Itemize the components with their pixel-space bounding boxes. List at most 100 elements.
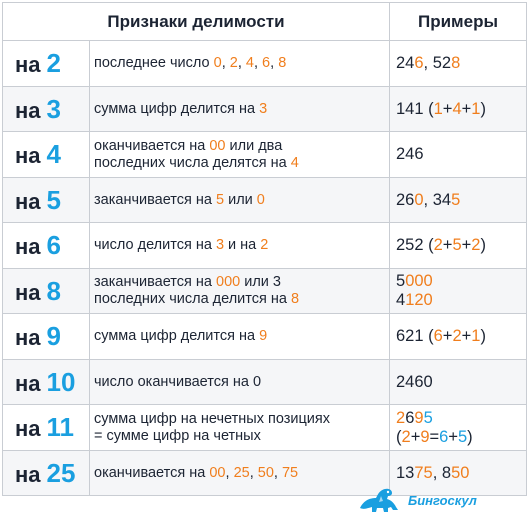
prefix-label: на (15, 143, 41, 168)
divisor-number: 4 (46, 139, 61, 169)
plain-text: оканчивается на (94, 464, 210, 481)
highlight-text: 6 (414, 54, 424, 72)
example-cell: 252 (2+5+2) (389, 222, 527, 269)
divisor-number: 11 (46, 412, 75, 442)
plain-text: и на (224, 237, 261, 253)
plain-text: 24 (396, 54, 415, 72)
highlight-text: 9 (259, 328, 268, 344)
highlight-text: 000 (405, 272, 433, 290)
table-row: на 4 оканчивается на 00 или два последних ч… (2, 131, 527, 178)
highlight-blue-text: 5 (423, 408, 433, 427)
plain-text: последних числа делится на (94, 291, 291, 307)
plain-text: 621 ( (396, 327, 434, 345)
highlight-text: 4 (290, 154, 299, 171)
divisor-number: 25 (46, 457, 76, 488)
divisor-number: 10 (46, 366, 76, 397)
examples-header: Примеры (389, 2, 527, 41)
highlight-text: 9 (414, 408, 424, 427)
highlight-text: 50 (451, 463, 470, 482)
table-header-row: Признаки делимости Примеры (2, 2, 527, 41)
highlight-text: 00 (209, 464, 226, 481)
highlight-text: 2 (260, 237, 269, 253)
divisor-number: 8 (46, 275, 61, 306)
highlight-text: 000 (216, 274, 241, 290)
plain-text: + (461, 236, 472, 254)
plain-text: , (237, 55, 246, 71)
plain-text: , (273, 464, 282, 481)
example-cell: 621 (6+2+1) (389, 313, 527, 360)
plain-text: ) (480, 327, 486, 345)
highlight-text: 5 (451, 190, 461, 209)
plain-text: число оканчивается на 0 (94, 373, 262, 390)
example-cell: 2695 (2+9=6+5) (389, 404, 527, 451)
logo: Бингоскул (354, 486, 477, 514)
example-cell: 246, 528 (389, 40, 527, 87)
rule-cell: число оканчивается на 0 (89, 359, 390, 405)
highlight-text: 75 (281, 464, 299, 481)
highlight-text: 2 (229, 55, 238, 71)
example-cell: 260, 345 (389, 177, 527, 223)
plain-text: сумма цифр на нечетных позициях (94, 410, 330, 427)
prefix-label: на (15, 188, 41, 214)
plain-text: 5 (396, 272, 406, 290)
plain-text: заканчивается на (94, 191, 216, 208)
highlight-text: 4 (245, 55, 254, 71)
plain-text: , (249, 464, 258, 481)
plain-text: или два (225, 137, 283, 154)
plain-text: последнее число (94, 55, 214, 71)
plain-text: + (442, 327, 453, 345)
highlight-text: 6 (433, 327, 443, 345)
plain-text: , (225, 464, 234, 481)
highlight-text: 5 (216, 191, 225, 208)
divisor-cell: на 8 (2, 268, 90, 314)
plain-text: 13 (396, 463, 415, 482)
plain-text: , (253, 55, 263, 71)
divisor-cell: на 25 (2, 450, 90, 496)
plain-text: ) (480, 236, 486, 254)
plain-text: ) (467, 427, 473, 446)
rule-cell: оканчивается на 00 или два последних числ… (89, 131, 390, 178)
plain-text: 252 ( (396, 236, 434, 254)
plain-text: сумма цифр делится на (94, 328, 260, 344)
plain-text: + (442, 99, 453, 118)
highlight-text: 4 (452, 99, 462, 118)
highlight-text: 50 (257, 464, 274, 481)
example-cell: 2460 (389, 359, 527, 405)
prefix-label: на (15, 325, 41, 350)
plain-text: заканчивается на (94, 274, 216, 290)
plain-text: последних числа делятся на (94, 154, 291, 171)
highlight-text: 75 (414, 463, 433, 482)
divisor-cell: на 4 (2, 131, 90, 178)
example-cell: 1375, 850 (389, 450, 527, 496)
plain-text: + (461, 99, 472, 118)
table-row: на 8 заканчивается на 000 или 3 последних ч… (2, 268, 527, 314)
divisor-number: 5 (46, 184, 61, 215)
rule-cell: заканчивается на 000 или 3 последних числ… (89, 268, 390, 314)
divisibility-table: Признаки делимости Примеры на 2 последнее … (2, 2, 527, 496)
prefix-label: на (15, 97, 41, 123)
divisor-cell: на 10 (2, 359, 90, 405)
plain-text: , 8 (432, 463, 452, 482)
highlight-text: 120 (405, 291, 433, 309)
highlight-blue-text: 5 (457, 427, 468, 446)
highlight-text: 0 (213, 55, 222, 71)
divisor-number: 3 (46, 93, 61, 124)
plain-text: + (442, 236, 453, 254)
example-cell: 141 (1+4+1) (389, 86, 527, 132)
divisor-number: 9 (46, 321, 61, 351)
highlight-text: 2 (396, 408, 406, 427)
plain-text: , (221, 55, 230, 71)
plain-text: + (410, 427, 421, 446)
highlight-text: 2 (433, 236, 443, 254)
plain-text: , 34 (423, 190, 452, 209)
example-cell: 246 (389, 131, 527, 178)
prefix-label: на (15, 461, 41, 487)
plain-text: 26 (396, 190, 415, 209)
rule-cell: последнее число 0, 2, 4, 6, 8 (89, 40, 390, 87)
divisor-cell: на 11 (2, 404, 90, 451)
plain-text: ) (480, 99, 486, 118)
highlight-text: 1 (471, 327, 481, 345)
example-cell: 5000 4120 (389, 268, 527, 314)
highlight-text: 3 (259, 100, 268, 117)
divisor-cell: на 6 (2, 222, 90, 269)
